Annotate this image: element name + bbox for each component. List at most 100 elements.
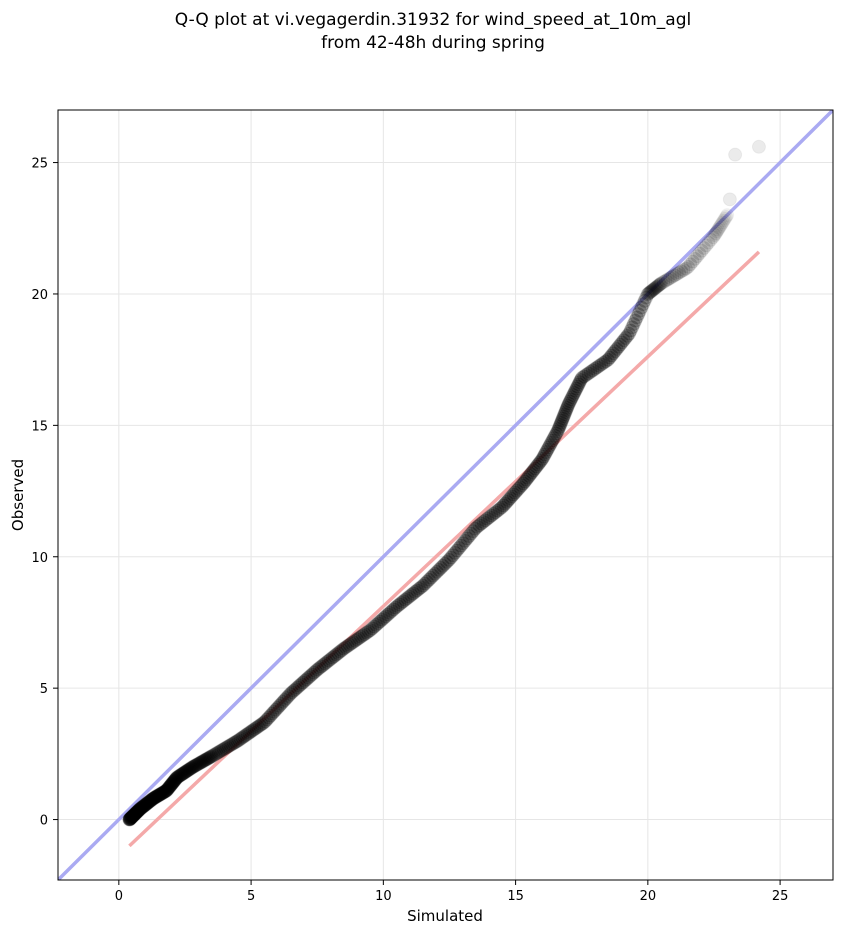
qq-point	[138, 797, 153, 812]
qq-point	[129, 805, 144, 820]
qq-point	[636, 297, 651, 312]
y-tick-label: 10	[31, 551, 48, 566]
qq-point	[342, 637, 357, 652]
qq-point	[526, 463, 541, 478]
qq-point	[604, 348, 619, 363]
qq-point	[592, 358, 607, 373]
qq-point	[572, 375, 587, 390]
qq-point	[153, 787, 168, 802]
qq-point	[600, 352, 615, 367]
qq-point	[558, 405, 573, 420]
qq-point	[562, 394, 577, 409]
qq-point	[270, 700, 285, 715]
grid-lines	[58, 110, 833, 880]
qq-point	[414, 580, 429, 595]
qq-point	[126, 808, 141, 823]
qq-point	[555, 411, 570, 426]
qq-point	[159, 783, 174, 798]
qq-point	[254, 717, 269, 732]
qq-point	[713, 219, 727, 233]
qq-point	[577, 369, 592, 384]
qq-point	[484, 508, 499, 523]
qq-point	[363, 623, 378, 638]
qq-point	[694, 243, 709, 258]
qq-point	[435, 558, 450, 573]
qq-point	[419, 574, 434, 589]
qq-point	[632, 303, 647, 318]
qq-point	[124, 810, 139, 825]
qq-point	[728, 147, 743, 162]
qq-point	[150, 789, 165, 804]
qq-point	[168, 771, 183, 786]
qq-point	[123, 811, 138, 826]
y-tick-label: 0	[40, 814, 48, 829]
qq-point	[492, 501, 507, 516]
plot-frame	[57, 109, 834, 881]
qq-point	[213, 744, 228, 759]
qq-point	[458, 533, 473, 548]
qq-point	[496, 498, 511, 513]
qq-point	[294, 677, 309, 692]
qq-point	[164, 777, 179, 792]
qq-point	[242, 725, 257, 740]
qq-point	[519, 472, 534, 487]
qq-point	[140, 796, 155, 811]
qq-point	[125, 809, 140, 824]
qq-point	[560, 398, 575, 413]
qq-point	[656, 275, 671, 290]
qq-point	[259, 712, 274, 727]
qq-point	[166, 774, 181, 789]
qq-point	[553, 417, 568, 432]
qq-point	[579, 367, 594, 382]
qq-point	[237, 729, 252, 744]
qq-point	[647, 281, 662, 296]
qq-point	[569, 381, 584, 396]
qq-point	[351, 631, 366, 646]
qq-point	[167, 774, 182, 789]
qq-point	[157, 785, 172, 800]
qq-point	[681, 259, 696, 274]
qq-point	[180, 763, 195, 778]
y-tick-label: 5	[40, 682, 48, 697]
qq-point	[244, 724, 259, 739]
qq-point	[333, 644, 348, 659]
qq-point	[637, 293, 652, 308]
qq-point	[445, 548, 460, 563]
qq-point	[373, 614, 388, 629]
qq-point	[423, 570, 438, 585]
qq-point	[161, 780, 176, 795]
qq-point	[154, 786, 169, 801]
qq-point	[231, 732, 246, 747]
qq-point	[148, 790, 163, 805]
qq-point	[185, 760, 200, 775]
qq-point	[175, 766, 190, 781]
qq-point	[501, 493, 516, 508]
chart-title-line1: Q-Q plot at vi.vegagerdin.31932 for wind…	[175, 10, 691, 30]
qq-point	[453, 538, 468, 553]
qq-point	[470, 519, 485, 534]
qq-point	[314, 659, 329, 674]
qq-point	[297, 673, 312, 688]
qq-point	[235, 730, 250, 745]
qq-point	[719, 210, 733, 224]
qq-point	[203, 750, 218, 765]
qq-point	[126, 808, 141, 823]
qq-point	[171, 769, 186, 784]
qq-point	[474, 516, 489, 531]
qq-point	[663, 271, 678, 286]
qq-point	[650, 279, 665, 294]
qq-point	[134, 800, 149, 815]
qq-point	[472, 518, 487, 533]
qq-point	[194, 755, 209, 770]
qq-point	[541, 440, 556, 455]
qq-point	[199, 751, 214, 766]
qq-point	[549, 426, 564, 441]
qq-point	[312, 660, 327, 675]
qq-point	[198, 752, 213, 767]
qq-point	[517, 474, 532, 489]
qq-point	[616, 333, 631, 348]
qq-point	[181, 762, 196, 777]
qq-point	[478, 513, 493, 528]
qq-point	[443, 550, 458, 565]
qq-point	[506, 487, 521, 502]
